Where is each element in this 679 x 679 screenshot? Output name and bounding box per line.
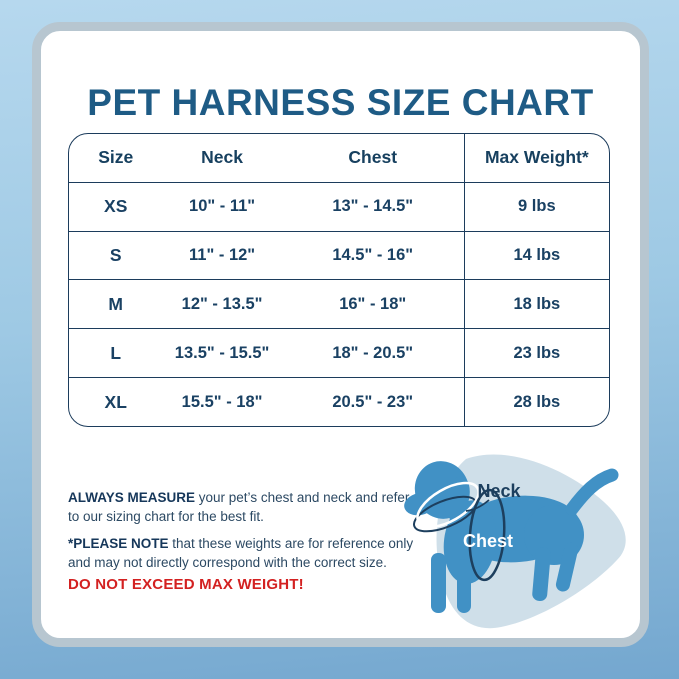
table-row: XS 10" - 11" 13" - 14.5" 9 lbs	[69, 181, 609, 231]
please-note: *PLEASE NOTE that these weights are for …	[68, 534, 420, 572]
table-row: XL 15.5" - 18" 20.5" - 23" 28 lbs	[69, 377, 609, 426]
header-size: Size	[98, 147, 134, 168]
neck-value: 13.5" - 15.5"	[174, 343, 270, 362]
measure-note-text: your pet’s chest and neck and refer to o…	[68, 490, 410, 524]
header-chest: Chest	[348, 147, 398, 168]
dog-measurement-diagram: Neck Chest	[396, 447, 640, 632]
header-max-weight: Max Weight*	[463, 134, 609, 182]
page-title: PET HARNESS SIZE CHART	[87, 82, 594, 123]
max-weight-value: 18 lbs	[463, 280, 609, 329]
please-note-text: that these weights are for reference onl…	[68, 536, 414, 570]
max-weight-value: 23 lbs	[463, 329, 609, 378]
table-row: L 13.5" - 15.5" 18" - 20.5" 23 lbs	[69, 328, 609, 378]
size-value: L	[110, 342, 122, 363]
measure-note-bold: ALWAYS MEASURE	[68, 490, 196, 505]
max-weight-value: 14 lbs	[463, 231, 609, 280]
neck-value: 10" - 11"	[189, 197, 256, 216]
neck-label: Neck	[477, 481, 521, 501]
size-value: XS	[104, 196, 128, 217]
size-value: XL	[104, 391, 127, 412]
chest-value: 13" - 14.5"	[332, 197, 414, 216]
neck-value: 15.5" - 18"	[181, 392, 263, 411]
chest-measure-line	[468, 488, 506, 582]
chest-value: 14.5" - 16"	[332, 246, 414, 265]
max-weight-warning: DO NOT EXCEED MAX WEIGHT!	[68, 576, 304, 593]
measure-note: ALWAYS MEASURE your pet’s chest and neck…	[68, 488, 420, 526]
please-note-bold: *PLEASE NOTE	[68, 536, 169, 551]
size-value: M	[108, 293, 123, 314]
neck-value: 11" - 12"	[189, 246, 256, 265]
max-weight-value: 9 lbs	[463, 182, 609, 231]
dog-illustration-icon: Neck Chest	[404, 454, 626, 629]
infographic-card: PET HARNESS SIZE CHART Size Neck Chest M…	[32, 22, 649, 647]
table-row: M 12" - 13.5" 16" - 18" 18 lbs	[69, 279, 609, 329]
chest-label: Chest	[463, 531, 513, 551]
size-chart-table: Size Neck Chest Max Weight* XS 10" - 11"…	[68, 133, 610, 427]
neck-measure-highlight	[416, 481, 480, 529]
table-header-row: Size Neck Chest Max Weight*	[69, 134, 609, 182]
header-neck: Neck	[201, 147, 243, 168]
chest-value: 16" - 18"	[339, 294, 407, 313]
chest-value: 18" - 20.5"	[332, 343, 414, 362]
neck-pointer-line	[465, 499, 490, 512]
table-row: S 11" - 12" 14.5" - 16" 14 lbs	[69, 230, 609, 280]
size-value: S	[109, 245, 122, 266]
neck-value: 12" - 13.5"	[181, 294, 263, 313]
max-weight-value: 28 lbs	[463, 378, 609, 426]
chest-value: 20.5" - 23"	[332, 392, 414, 411]
